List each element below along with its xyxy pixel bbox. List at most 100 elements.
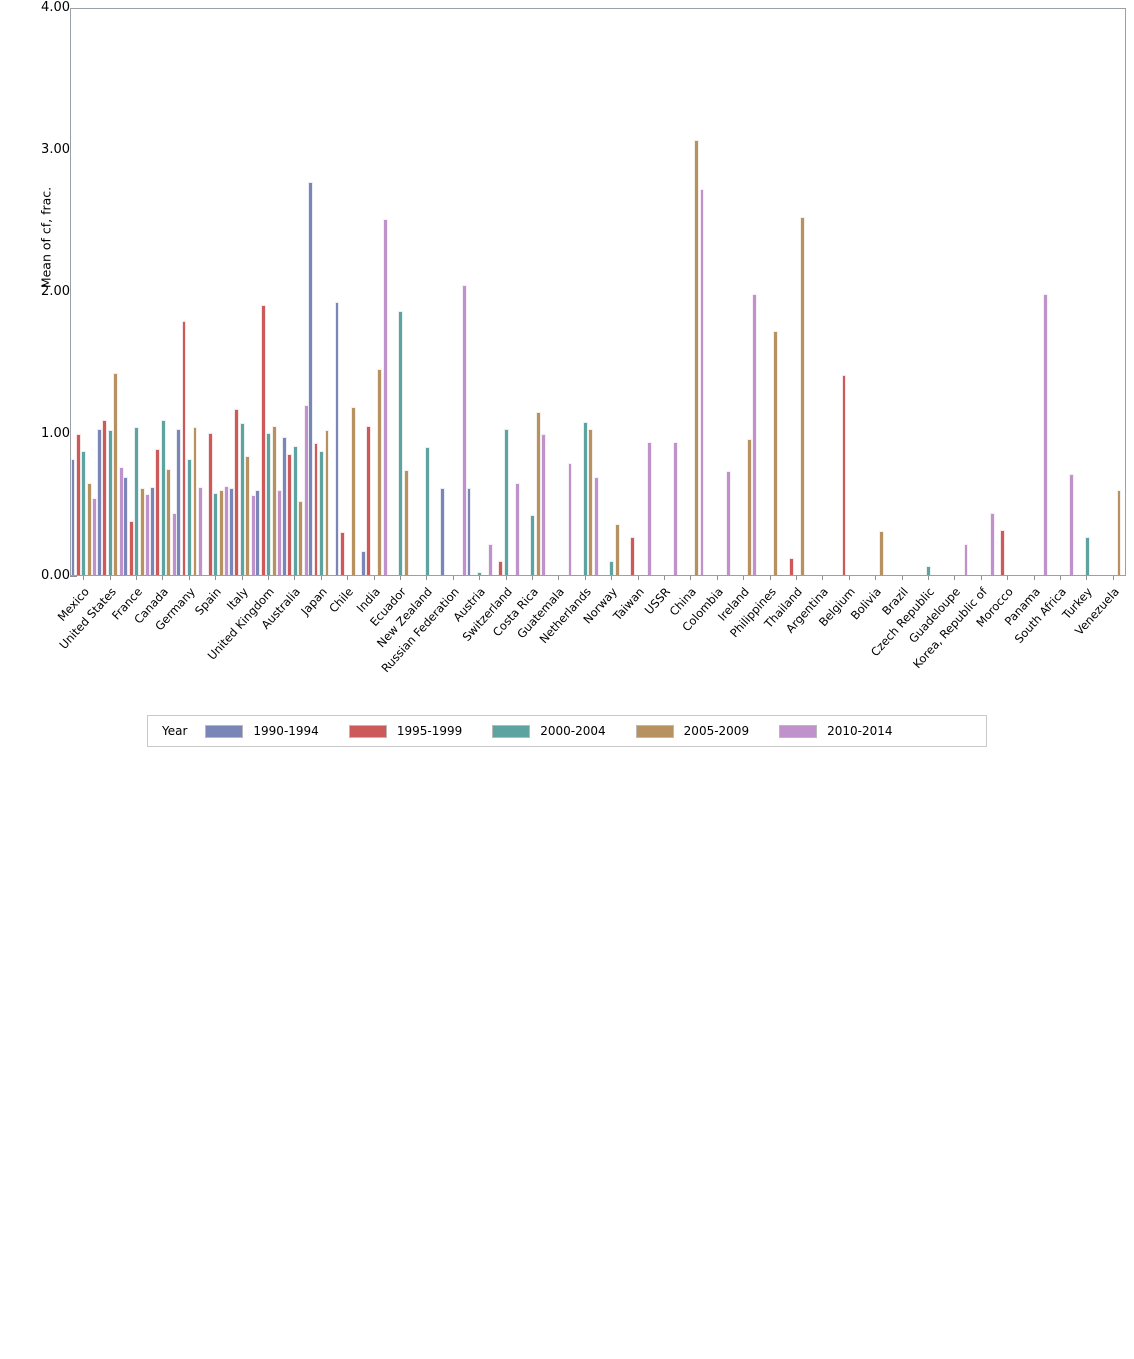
bar[interactable]	[303, 404, 309, 575]
bar[interactable]	[1069, 474, 1075, 575]
bar[interactable]	[535, 411, 541, 575]
bar[interactable]	[646, 441, 652, 575]
bar[interactable]	[498, 560, 504, 575]
bar[interactable]	[70, 458, 76, 575]
bar[interactable]	[234, 408, 240, 575]
bar[interactable]	[609, 560, 615, 575]
bar[interactable]	[281, 437, 287, 575]
bar[interactable]	[160, 420, 166, 575]
bar[interactable]	[171, 512, 177, 575]
bar[interactable]	[503, 428, 509, 575]
bar[interactable]	[277, 489, 283, 575]
legend-item[interactable]: 2010-2014	[779, 724, 893, 738]
bar[interactable]	[155, 448, 161, 575]
bar[interactable]	[360, 550, 366, 575]
bar[interactable]	[292, 445, 298, 575]
bar[interactable]	[198, 486, 203, 575]
bar[interactable]	[287, 454, 293, 575]
bar[interactable]	[530, 515, 536, 575]
bar[interactable]	[113, 373, 119, 575]
bar[interactable]	[260, 305, 266, 575]
bar[interactable]	[149, 486, 155, 575]
bar[interactable]	[878, 530, 884, 575]
bar[interactable]	[176, 428, 181, 575]
bar[interactable]	[461, 285, 467, 575]
bar[interactable]	[588, 428, 594, 575]
bar[interactable]	[308, 181, 313, 575]
bar[interactable]	[86, 482, 92, 575]
bar[interactable]	[255, 489, 261, 575]
bar[interactable]	[250, 495, 256, 575]
legend-item[interactable]: 2005-2009	[635, 724, 749, 738]
bar[interactable]	[102, 420, 108, 575]
bar[interactable]	[134, 427, 140, 575]
bar[interactable]	[699, 188, 705, 575]
bar[interactable]	[187, 458, 192, 575]
bar[interactable]	[541, 434, 547, 575]
bar[interactable]	[271, 425, 277, 575]
bar[interactable]	[694, 140, 699, 575]
bar[interactable]	[181, 320, 187, 575]
bar[interactable]	[340, 532, 345, 575]
bar[interactable]	[752, 293, 758, 575]
bar[interactable]	[92, 498, 98, 575]
bar[interactable]	[673, 441, 679, 575]
bar[interactable]	[239, 423, 245, 575]
bar[interactable]	[118, 467, 124, 575]
bar[interactable]	[926, 566, 932, 575]
bar[interactable]	[245, 455, 251, 575]
bar[interactable]	[207, 433, 213, 575]
bar[interactable]	[107, 430, 113, 575]
bar[interactable]	[630, 536, 636, 575]
bar[interactable]	[841, 374, 847, 575]
bar[interactable]	[963, 543, 969, 575]
bar[interactable]	[350, 407, 356, 575]
bar[interactable]	[403, 469, 409, 575]
bar[interactable]	[593, 477, 599, 575]
bar[interactable]	[298, 501, 304, 575]
bar[interactable]	[228, 488, 234, 575]
legend-item[interactable]: 1995-1999	[348, 724, 462, 738]
bar[interactable]	[139, 488, 145, 575]
bar[interactable]	[1084, 536, 1090, 575]
bar[interactable]	[440, 488, 446, 575]
bar[interactable]	[799, 217, 805, 575]
bar[interactable]	[1116, 489, 1122, 575]
bar[interactable]	[213, 492, 219, 575]
bar[interactable]	[773, 330, 779, 575]
bar[interactable]	[266, 433, 272, 575]
bar[interactable]	[192, 427, 198, 575]
bar[interactable]	[725, 471, 731, 575]
bar[interactable]	[788, 557, 794, 575]
bar[interactable]	[514, 482, 520, 575]
bar[interactable]	[989, 512, 995, 575]
bar[interactable]	[567, 462, 573, 575]
legend-item[interactable]: 2000-2004	[492, 724, 606, 738]
bar[interactable]	[398, 310, 404, 575]
bar[interactable]	[218, 489, 224, 575]
legend-item[interactable]: 1990-1994	[205, 724, 319, 738]
bar[interactable]	[166, 468, 172, 575]
bar[interactable]	[123, 477, 129, 575]
bar[interactable]	[75, 434, 81, 575]
bar[interactable]	[145, 494, 151, 575]
bar[interactable]	[313, 442, 319, 575]
bar[interactable]	[488, 543, 494, 575]
bar[interactable]	[366, 425, 372, 575]
bar[interactable]	[96, 428, 102, 575]
bar[interactable]	[377, 369, 383, 575]
bar[interactable]	[382, 218, 388, 575]
bar[interactable]	[999, 529, 1005, 575]
bar[interactable]	[1042, 293, 1048, 575]
bar[interactable]	[319, 451, 324, 575]
bar[interactable]	[424, 447, 430, 575]
bar[interactable]	[746, 438, 752, 575]
bar[interactable]	[466, 488, 472, 575]
bar[interactable]	[582, 421, 588, 575]
bar[interactable]	[224, 485, 230, 575]
bar[interactable]	[324, 430, 330, 575]
bar[interactable]	[128, 521, 134, 575]
bar[interactable]	[81, 451, 87, 575]
bar[interactable]	[614, 523, 620, 575]
bar[interactable]	[477, 572, 483, 575]
